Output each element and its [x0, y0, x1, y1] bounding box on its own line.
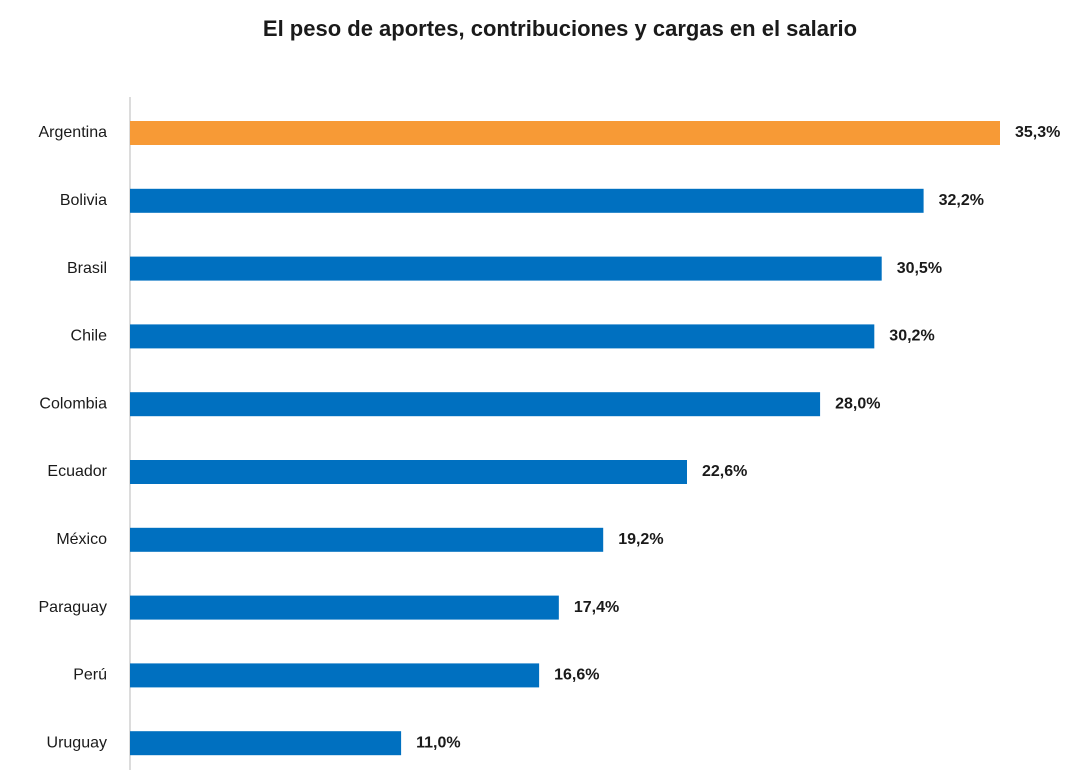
value-label: 32,2%: [939, 192, 984, 209]
value-label: 30,5%: [897, 260, 942, 277]
bar: [130, 527, 604, 552]
value-label: 35,3%: [1015, 124, 1060, 141]
category-label: Paraguay: [39, 599, 108, 616]
bar: [130, 663, 540, 688]
bar: [130, 256, 882, 281]
bar: [130, 324, 875, 349]
bar: [130, 731, 402, 756]
category-label: Perú: [73, 667, 107, 684]
category-label: Ecuador: [47, 463, 107, 480]
chart-title: El peso de aportes, contribuciones y car…: [263, 16, 857, 41]
category-label: Colombia: [39, 395, 107, 412]
value-label: 30,2%: [889, 328, 934, 345]
category-label: Brasil: [67, 260, 107, 277]
value-label: 16,6%: [554, 667, 599, 684]
bar: [130, 392, 821, 417]
bar: [130, 460, 687, 484]
category-label: Chile: [71, 328, 108, 345]
bar: [130, 121, 1000, 145]
value-label: 28,0%: [835, 395, 880, 412]
category-label: Uruguay: [47, 734, 107, 751]
value-label: 11,0%: [416, 734, 460, 751]
value-label: 19,2%: [618, 531, 663, 548]
category-label: Argentina: [39, 124, 108, 141]
category-label: México: [56, 531, 107, 548]
bar: [130, 188, 924, 213]
category-label: Bolivia: [60, 192, 107, 209]
bar: [130, 595, 559, 620]
value-label: 22,6%: [702, 463, 747, 480]
value-label: 17,4%: [574, 599, 619, 616]
